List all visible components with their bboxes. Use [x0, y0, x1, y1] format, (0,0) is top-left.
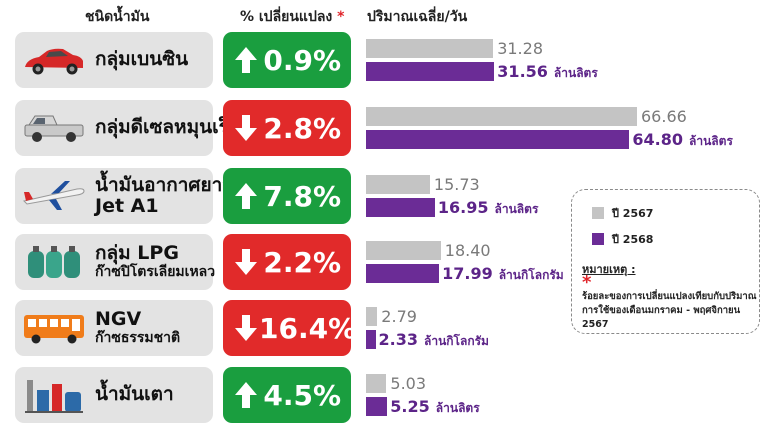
bar-2568 [366, 330, 376, 349]
value-2568-group: 17.99 ล้านกิโลกรัม [442, 264, 564, 285]
bar-2568 [366, 62, 495, 81]
fuel-row: กลุ่ม LPG ก๊าซปิโตรเลียมเหลว 2.2% 18.40 17.9… [0, 234, 768, 290]
arrow-down-icon [233, 247, 259, 277]
pct-change-value: 2.8% [263, 111, 341, 145]
gas-cylinder-icon [21, 243, 87, 281]
fuel-row: NGV ก๊าซธรรมชาติ 16.4% 2.79 2.33 ล้านกิโลกรัม [0, 300, 768, 356]
bar-2568 [366, 130, 630, 149]
legend-item-2568: ปี 2568 [592, 230, 653, 248]
arrow-down-icon [233, 113, 259, 143]
arrow-up-icon [233, 181, 259, 211]
legend-label-2568: ปี 2568 [612, 233, 654, 246]
pct-change-value: 7.8% [263, 179, 341, 213]
value-2567: 31.28 [497, 39, 543, 58]
unit-label: ล้านลิตร [553, 66, 598, 80]
arrow-down-icon [233, 313, 259, 343]
bar-2567 [366, 374, 387, 393]
header-avg-per-day: ปริมาณเฉลี่ย/วัน [367, 9, 468, 25]
factory-icon [21, 376, 87, 414]
value-2568: 31.56 [497, 62, 548, 81]
value-2568-group: 31.56 ล้านลิตร [497, 62, 598, 83]
bar-2567 [366, 307, 378, 326]
value-2568-group: 2.33 ล้านกิโลกรัม [379, 330, 489, 351]
header-fuel-type: ชนิดน้ำมัน [85, 9, 150, 25]
fuel-name: กลุ่มเบนซิน [95, 48, 189, 71]
fuel-label-box: กลุ่ม LPG ก๊าซปิโตรเลียมเหลว [15, 234, 216, 290]
fuel-name: NGV [95, 307, 142, 330]
fuel-row: กลุ่มเบนซิน 0.9% 31.28 31.56 ล้านลิตร [0, 32, 768, 88]
arrow-up-icon [233, 380, 259, 410]
unit-label: ล้านกิโลกรัม [423, 334, 489, 348]
value-2568: 17.99 [442, 264, 493, 283]
pct-change-box: 16.4% [223, 300, 356, 356]
value-2567: 18.40 [444, 241, 491, 260]
airplane-icon [21, 177, 87, 215]
pickup-truck-icon [21, 109, 87, 147]
fuel-row: กลุ่มดีเซลหมุนเร็ว 2.8% 66.66 64.80 ล้านลิตร [0, 100, 768, 156]
bar-2567 [366, 107, 637, 126]
legend-label-2567: ปี 2567 [612, 207, 654, 220]
fuel-subname: ก๊าซธรรมชาติ [95, 330, 181, 347]
value-2568-group: 16.95 ล้านลิตร [438, 198, 539, 219]
bus-icon [21, 309, 87, 347]
value-2567: 66.66 [641, 107, 687, 126]
fuel-name: กลุ่ม LPG [95, 241, 179, 264]
unit-label: ล้านกิโลกรัม [498, 268, 564, 282]
bar-2567 [366, 241, 441, 260]
bar-2567 [366, 39, 494, 58]
bar-2568 [366, 264, 440, 283]
value-2568-group: 64.80 ล้านลิตร [632, 130, 733, 151]
pct-change-value: 4.5% [263, 378, 341, 412]
fuel-label-box: น้ำมันเตา [15, 367, 213, 423]
header-star: * [337, 9, 345, 25]
fuel-name: น้ำมันเตา [95, 383, 174, 406]
bar-2568 [366, 198, 435, 217]
fuel-subname: ก๊าซปิโตรเลียมเหลว [95, 264, 216, 281]
fuel-label-box: น้ำมันอากาศยาน Jet A1 [15, 168, 236, 224]
unit-label: ล้านลิตร [689, 134, 733, 148]
note-text: ร้อยละของการเปลี่ยนแปลงเทียบกับปริมาณการ… [582, 291, 757, 330]
note-title: หมายเหตุ : [582, 263, 636, 276]
fuel-row: น้ำมันอากาศยาน Jet A1 7.8% 15.73 16.95 ล้านลิ… [0, 168, 768, 224]
arrow-up-icon [233, 45, 259, 75]
fuel-label-box: กลุ่มเบนซิน [15, 32, 213, 88]
value-2568: 5.25 [390, 397, 430, 416]
fuel-name: กลุ่มดีเซลหมุนเร็ว [95, 116, 240, 139]
legend-box: ปี 2567 ปี 2568 หมายเหตุ : * ร้อยละของกา… [571, 189, 760, 334]
unit-label: ล้านลิตร [494, 202, 539, 216]
note-star: * [582, 272, 592, 293]
pct-change-value: 0.9% [263, 43, 341, 77]
fuel-name: น้ำมันอากาศยาน [95, 173, 236, 196]
fuel-subname: Jet A1 [95, 195, 159, 217]
pct-change-box: 7.8% [223, 168, 351, 224]
legend-swatch-2567 [592, 207, 604, 219]
legend-swatch-2568 [592, 233, 604, 245]
legend-item-2567: ปี 2567 [592, 204, 653, 222]
bar-2567 [366, 175, 430, 194]
value-2567: 15.73 [433, 175, 480, 194]
value-2567: 5.03 [390, 374, 427, 393]
pct-change-box: 4.5% [223, 367, 351, 423]
pct-change-box: 2.2% [223, 234, 351, 290]
fuel-label-box: NGV ก๊าซธรรมชาติ [15, 300, 213, 356]
value-2568-group: 5.25 ล้านลิตร [390, 397, 479, 418]
pct-change-value: 2.2% [263, 245, 341, 279]
value-2567: 2.79 [381, 307, 417, 326]
unit-label: ล้านลิตร [435, 401, 480, 415]
fuel-row: น้ำมันเตา 4.5% 5.03 5.25 ล้านลิตร [0, 367, 768, 423]
pct-change-box: 2.8% [223, 100, 351, 156]
pct-change-box: 0.9% [223, 32, 351, 88]
pct-change-value: 16.4% [259, 311, 357, 345]
bar-2568 [366, 397, 388, 416]
value-2568: 16.95 [437, 198, 489, 217]
value-2568: 2.33 [378, 330, 418, 349]
header-pct-change: % เปลี่ยนแปลง * [240, 9, 345, 25]
fuel-label-box: กลุ่มดีเซลหมุนเร็ว [15, 100, 240, 156]
value-2568: 64.80 [632, 130, 683, 149]
car-icon [21, 41, 87, 79]
